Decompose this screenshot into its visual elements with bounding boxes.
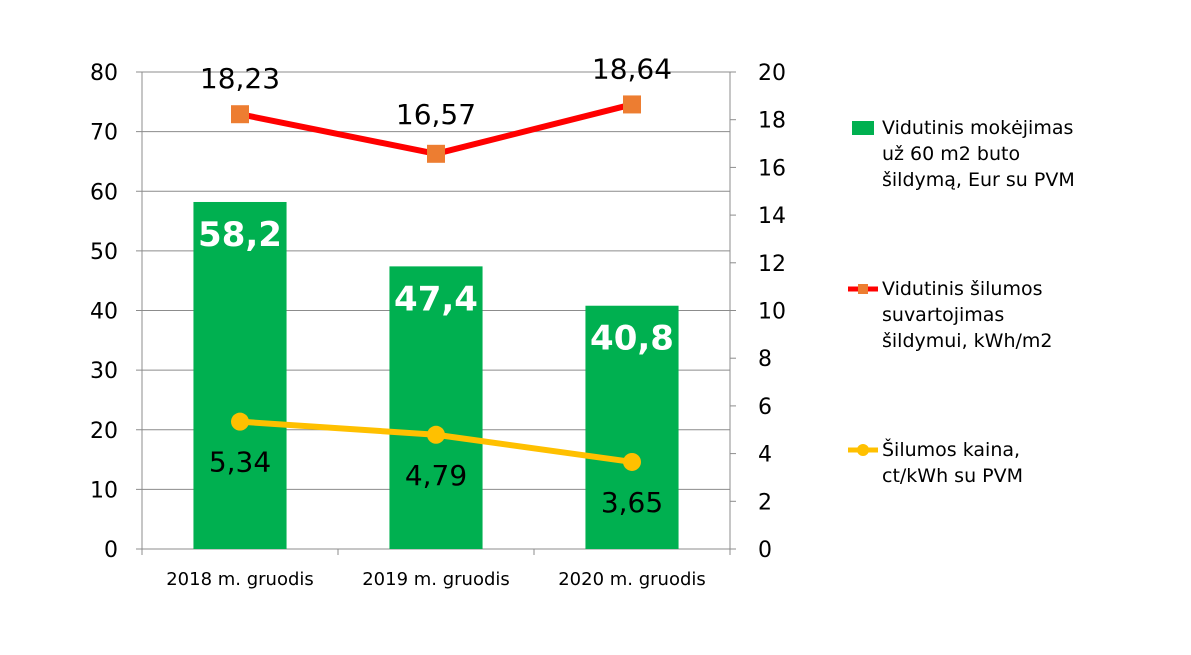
line-point-marker: [427, 425, 445, 444]
legend-swatch-red-line: [848, 276, 878, 302]
x-tick-label: 2019 m. gruodis: [362, 569, 510, 590]
legend-item-price: Šilumos kaina, ct/kWh su PVM: [848, 437, 1172, 489]
legend-item-consumption: Vidutinis šilumos suvartojimas šildymui,…: [848, 276, 1172, 354]
legend-label-price: Šilumos kaina, ct/kWh su PVM: [882, 439, 1023, 487]
bar: [193, 201, 287, 550]
left-tick-label: 70: [90, 121, 118, 146]
right-tick-label: 12: [758, 252, 786, 277]
line-data-label: 18,23: [200, 62, 280, 95]
right-tick-label: 10: [758, 300, 786, 325]
line-point-marker: [231, 412, 249, 431]
right-tick-label: 6: [758, 395, 772, 420]
right-tick-label: 2: [758, 490, 772, 515]
line-data-label: 18,64: [592, 52, 672, 85]
bar-data-label: 58,2: [198, 215, 282, 255]
x-tick-label: 2020 m. gruodis: [558, 569, 706, 590]
bar-data-label: 47,4: [394, 279, 478, 319]
legend-swatch-bar: [848, 115, 878, 141]
line-data-label: 16,57: [396, 98, 476, 131]
right-tick-label: 8: [758, 347, 772, 372]
left-tick-label: 20: [90, 419, 118, 444]
right-tick-label: 0: [758, 538, 772, 563]
line-point-marker: [623, 452, 641, 471]
legend-swatch-yellow-line: [848, 437, 878, 463]
line-data-label: 5,34: [209, 446, 271, 479]
right-tick-label: 16: [758, 156, 786, 181]
bar: [585, 305, 679, 549]
left-tick-label: 80: [90, 61, 118, 86]
left-tick-label: 0: [104, 538, 118, 563]
x-tick-label: 2018 m. gruodis: [166, 569, 314, 590]
right-tick-label: 18: [758, 109, 786, 134]
left-tick-label: 50: [90, 240, 118, 265]
legend-label-consumption: Vidutinis šilumos suvartojimas šildymui,…: [882, 278, 1053, 352]
left-tick-label: 30: [90, 359, 118, 384]
right-tick-label: 20: [758, 61, 786, 86]
legend-label-payment: Vidutinis mokėjimas už 60 m2 buto šildym…: [882, 117, 1075, 191]
right-tick-label: 14: [758, 204, 786, 229]
legend-item-payment: Vidutinis mokėjimas už 60 m2 buto šildym…: [848, 115, 1172, 193]
left-tick-label: 60: [90, 180, 118, 205]
right-tick-label: 4: [758, 443, 772, 468]
left-tick-label: 40: [90, 300, 118, 325]
line-point-marker: [231, 105, 249, 124]
line-data-label: 3,65: [601, 486, 663, 519]
line-point-marker: [427, 144, 445, 163]
line-data-label: 4,79: [405, 459, 467, 492]
bar-data-label: 40,8: [590, 319, 674, 359]
left-tick-label: 10: [90, 478, 118, 503]
line-point-marker: [623, 95, 641, 114]
bar: [389, 266, 483, 549]
